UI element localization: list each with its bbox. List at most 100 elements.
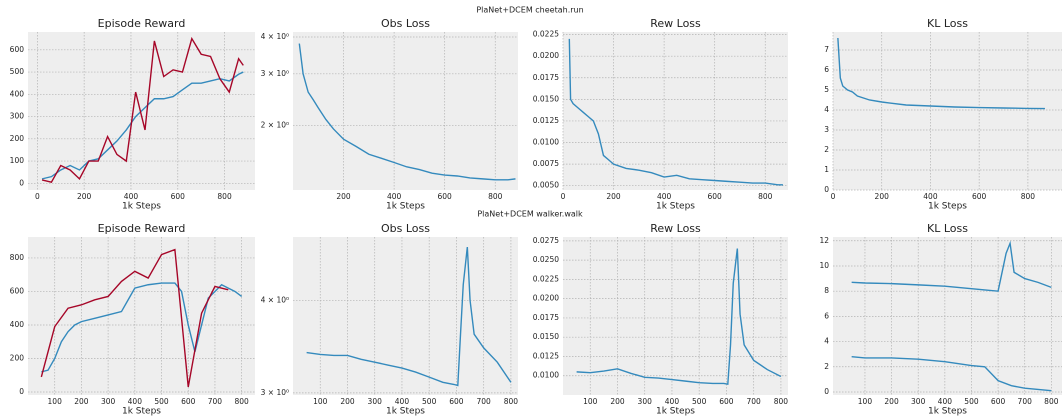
x-tick-label: 600 [991, 397, 1006, 406]
x-tick-label: 800 [234, 397, 249, 406]
x-tick-label: 700 [1018, 397, 1033, 406]
x-tick-label: 200 [606, 192, 621, 201]
plot-area [833, 32, 1062, 190]
x-axis-label: 1k Steps [386, 407, 425, 417]
chart-panel: 0 200 400 600 800 100 200 300 400 500 600 700 800 Epi… [10, 222, 255, 417]
x-tick-label: 200 [77, 192, 92, 201]
chart-panel: 0 100 200 300 400 500 600 0 200 400 600 800 Episode … [10, 17, 255, 212]
x-tick-label: 800 [774, 397, 789, 406]
chart-panel: 2 × 10⁰ 3 × 10⁰ 4 × 10⁰ 200 400 600 800 Obs Los… [261, 17, 518, 212]
y-tick-label: 0 [824, 387, 829, 396]
x-tick-label: 500 [964, 397, 979, 406]
series-line [851, 356, 1052, 392]
x-tick-label: 800 [488, 192, 503, 201]
y-tick-label: 6 [824, 65, 829, 74]
x-tick-label: 500 [154, 397, 169, 406]
x-tick-label: 800 [217, 192, 232, 201]
x-tick-label: 200 [875, 192, 890, 201]
x-tick-label: 700 [208, 397, 223, 406]
x-tick-label: 200 [884, 397, 899, 406]
x-tick-label: 800 [1021, 192, 1036, 201]
y-tick-label: 4 × 10⁰ [261, 32, 289, 41]
x-tick-label: 700 [747, 397, 762, 406]
chart-panel: 3 × 10⁰ 4 × 10⁰ 100 200 300 400 500 600 700 800 Ob… [261, 222, 519, 417]
y-tick-label: 0 [19, 387, 24, 396]
y-tick-label: 3 × 10⁰ [261, 388, 289, 397]
y-tick-label: 4 [824, 337, 829, 346]
x-tick-label: 0 [561, 192, 566, 201]
x-tick-label: 400 [938, 397, 953, 406]
x-tick-label: 600 [719, 397, 734, 406]
y-tick-label: 0.0125 [533, 116, 559, 125]
x-tick-label: 800 [1044, 397, 1059, 406]
y-tick-label: 2 [824, 362, 829, 371]
y-tick-label: 0.0050 [533, 181, 559, 190]
plot-area [28, 237, 255, 395]
series-line [837, 37, 1045, 110]
figure-title: PlaNet+DCEM cheetah.run [476, 6, 583, 15]
x-axis-label: 1k Steps [928, 202, 967, 212]
x-tick-label: 100 [313, 397, 328, 406]
y-tick-label: 0.0250 [533, 255, 559, 264]
y-tick-label: 0.0200 [533, 51, 559, 60]
y-tick-label: 4 [824, 105, 829, 114]
y-tick-label: 500 [10, 67, 25, 76]
x-tick-label: 200 [336, 192, 351, 201]
y-tick-label: 600 [10, 45, 25, 54]
y-tick-label: 0 [824, 185, 829, 194]
chart-title: Obs Loss [381, 222, 430, 235]
y-tick-label: 200 [10, 353, 25, 362]
x-axis-label: 1k Steps [122, 407, 161, 417]
chart-title: Obs Loss [381, 17, 430, 30]
x-tick-label: 300 [638, 397, 653, 406]
series-line [851, 240, 1052, 292]
y-tick-label: 100 [10, 156, 25, 165]
y-tick-label: 0.0275 [533, 236, 559, 245]
y-tick-label: 0.0150 [533, 332, 559, 341]
x-tick-label: 300 [101, 397, 116, 406]
y-tick-label: 12 [819, 236, 829, 245]
series-line [576, 248, 782, 386]
x-tick-label: 600 [181, 397, 196, 406]
x-tick-label: 200 [610, 397, 625, 406]
x-tick-label: 100 [858, 397, 873, 406]
plot-area [293, 32, 518, 190]
chart-panel: 0 2 4 6 8 10 12 100 200 300 400 500 600 700 800 KL Loss… [819, 222, 1062, 417]
x-tick-label: 600 [438, 192, 453, 201]
y-tick-label: 0.0125 [533, 351, 559, 360]
x-tick-label: 500 [692, 397, 707, 406]
y-tick-label: 0.0175 [533, 313, 559, 322]
y-tick-label: 2 [824, 145, 829, 154]
y-tick-label: 0.0225 [533, 30, 559, 39]
x-tick-label: 400 [657, 192, 672, 201]
plot-area [563, 32, 788, 190]
x-tick-label: 300 [368, 397, 383, 406]
y-tick-label: 0.0200 [533, 294, 559, 303]
y-tick-label: 0.0150 [533, 94, 559, 103]
series-line [41, 36, 244, 184]
x-axis-label: 1k Steps [928, 407, 967, 417]
chart-title: Rew Loss [650, 17, 701, 30]
y-tick-label: 6 [824, 311, 829, 320]
chart-title: Episode Reward [98, 222, 186, 235]
series-line [298, 43, 516, 181]
series-line [41, 282, 243, 373]
y-tick-label: 2 × 10⁰ [261, 121, 289, 130]
series-line [40, 248, 229, 388]
x-tick-label: 400 [923, 192, 938, 201]
x-tick-label: 300 [911, 397, 926, 406]
figure-title: PlaNet+DCEM walker.walk [477, 210, 583, 219]
y-tick-label: 300 [10, 112, 25, 121]
x-tick-label: 800 [758, 192, 773, 201]
y-tick-label: 3 × 10⁰ [261, 69, 289, 78]
y-tick-label: 0.0175 [533, 73, 559, 82]
y-tick-label: 200 [10, 134, 25, 143]
x-tick-label: 800 [504, 397, 519, 406]
y-tick-label: 3 [824, 125, 829, 134]
y-tick-label: 0.0100 [533, 138, 559, 147]
x-tick-label: 600 [972, 192, 987, 201]
chart-panel: 0.0050 0.0075 0.0100 0.0125 0.0150 0.0175 0.02… [533, 17, 788, 212]
y-tick-label: 0.0100 [533, 371, 559, 380]
x-tick-label: 400 [665, 397, 680, 406]
